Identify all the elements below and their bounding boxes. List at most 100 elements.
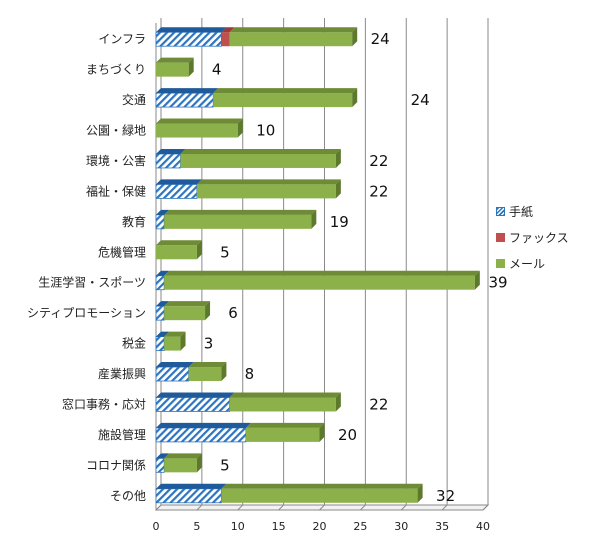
bar-side [474,270,480,290]
gridline-floor-tick [278,504,284,511]
bar-mail [164,306,206,321]
bar-top-letter [156,483,227,489]
bar-mail [188,367,222,382]
x-tick-label: 40 [476,520,490,533]
bar-top-mail [221,483,423,489]
legend-label-fax: ファックス [509,230,569,245]
total-label: 39 [488,274,507,292]
total-label: 5 [220,456,230,474]
gridline-floor-tick [237,504,244,511]
bar-letter [155,366,190,382]
category-label: 危機管理 [98,244,146,259]
x-tick-label: 15 [272,520,286,533]
bar-top-letter [156,453,170,459]
category-label: 生涯学習・スポーツ [38,275,146,290]
gridline-floor-tick [441,504,448,511]
x-tick-label: 0 [153,520,160,533]
bar-side [335,179,341,199]
bar-top-letter [156,331,170,337]
bar-mail [180,153,336,168]
bar-mail [156,62,189,77]
category-label: シティプロモーション [27,306,146,320]
bar-mail [164,458,197,473]
category-label: 施設管理 [98,427,146,442]
bar-top-mail [229,27,358,33]
bar-mail [164,336,181,351]
bar-side [311,209,317,229]
bar-top-mail [164,331,186,337]
bar-side [335,392,341,412]
bar-top-mail [229,392,341,398]
gridline-floor-tick [196,504,203,511]
bar-side [237,118,243,138]
legend: 手紙 ファックス メール [496,198,569,276]
bar-mail [229,32,353,47]
total-label: 22 [369,395,388,413]
bar-mail [164,214,312,229]
bar-letter [155,457,165,473]
bar-letter [155,275,165,291]
legend-swatch-letter [496,206,505,216]
legend-label-letter: 手紙 [509,204,534,219]
bar-letter [155,184,198,199]
bar-top-mail [156,240,202,246]
bar-top-mail [180,148,341,154]
bar-top-mail [188,362,227,368]
bar-mail [221,488,418,503]
bar-mail [196,184,336,199]
total-label: 22 [369,182,388,200]
bar-side [417,483,423,503]
category-label: 産業振興 [98,366,146,381]
bar-side [352,27,358,47]
legend-item-mail: メール [496,250,569,276]
axis-layer: 0 5 10 15 20 25 30 35 40インフラまちづくり交通公園・緑地環境・公害福祉・… [27,32,490,533]
bar-top-mail [164,453,202,459]
bar-side [188,57,194,77]
bar-top-letter [156,392,235,398]
total-label: 32 [436,487,455,505]
gridline-floor-tick [482,504,489,511]
total-label: 19 [330,213,349,231]
category-label: 税金 [122,336,146,351]
total-label: 10 [256,122,275,140]
bar-top-fax [221,27,235,33]
gridline-floor-tick [319,504,325,511]
category-label: まちづくり [86,63,146,77]
bar-letter [155,214,165,230]
bar-side [352,88,358,108]
bar-side [319,422,325,442]
bar-top-letter [156,301,170,307]
bar-mail [156,245,197,260]
bar-letter [155,488,222,504]
category-label: 交通 [122,92,146,107]
bar-top-mail [245,422,325,428]
bar-letter [155,305,165,321]
bar-top-mail [164,270,480,276]
bar-letter [155,153,181,169]
bar-top-letter [156,179,202,185]
total-label: 4 [212,61,222,79]
bar-top-letter [156,88,219,94]
legend-item-fax: ファックス [496,224,569,250]
category-label: インフラ [98,32,146,46]
total-label: 22 [369,152,388,170]
total-label: 24 [411,91,430,109]
total-label: 20 [338,426,357,444]
total-label: 5 [220,243,230,261]
category-label: 公園・緑地 [86,123,146,138]
category-label: 教育 [122,214,146,229]
total-label: 3 [204,335,214,353]
category-label: 窓口事務・応対 [62,396,146,411]
bar-side [335,148,341,168]
bar-top-letter [156,422,251,428]
legend-item-letter: 手紙 [496,198,569,224]
bar-letter [155,397,230,412]
bar-top-mail [196,179,341,185]
x-tick-label: 25 [353,520,367,533]
bar-mail [213,93,353,108]
total-label: 6 [228,304,238,322]
bar-side [196,453,202,473]
legend-swatch-fax [496,232,505,242]
category-label: その他 [110,489,146,503]
